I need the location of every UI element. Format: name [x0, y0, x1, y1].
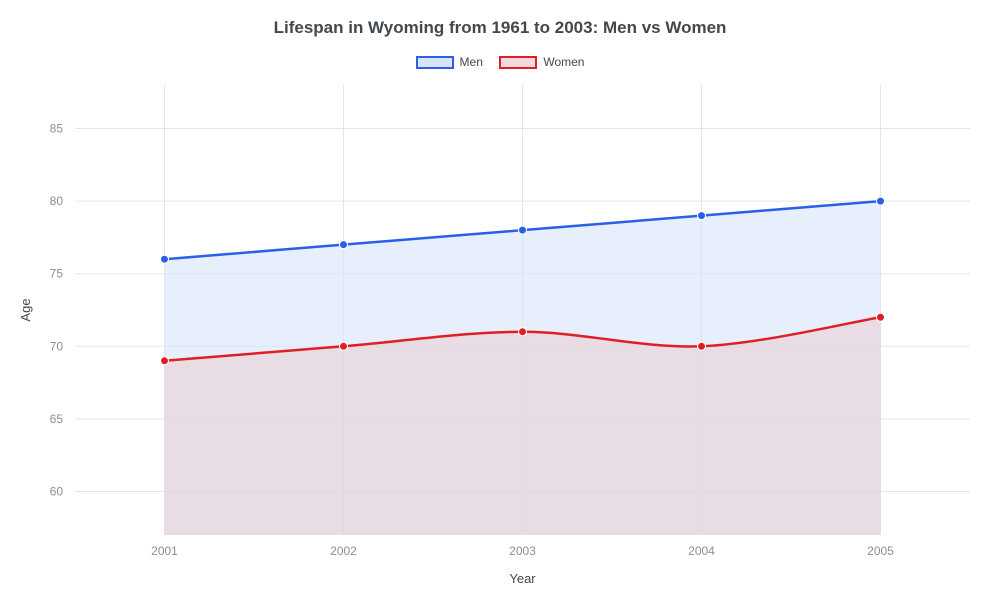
svg-text:2002: 2002 — [330, 544, 357, 558]
svg-text:2005: 2005 — [867, 544, 894, 558]
svg-text:2003: 2003 — [509, 544, 536, 558]
svg-text:2001: 2001 — [151, 544, 178, 558]
svg-text:70: 70 — [50, 339, 64, 353]
svg-text:80: 80 — [50, 194, 64, 208]
svg-text:85: 85 — [50, 122, 64, 136]
svg-text:2004: 2004 — [688, 544, 715, 558]
svg-text:65: 65 — [50, 412, 64, 426]
svg-text:75: 75 — [50, 267, 64, 281]
svg-text:Year: Year — [509, 571, 536, 586]
svg-text:60: 60 — [50, 484, 64, 498]
svg-text:Age: Age — [18, 298, 33, 321]
chart-plot: 2001 2002 2003 2004 2005 60 65 70 75 80 85 Year Age — [0, 0, 1000, 600]
